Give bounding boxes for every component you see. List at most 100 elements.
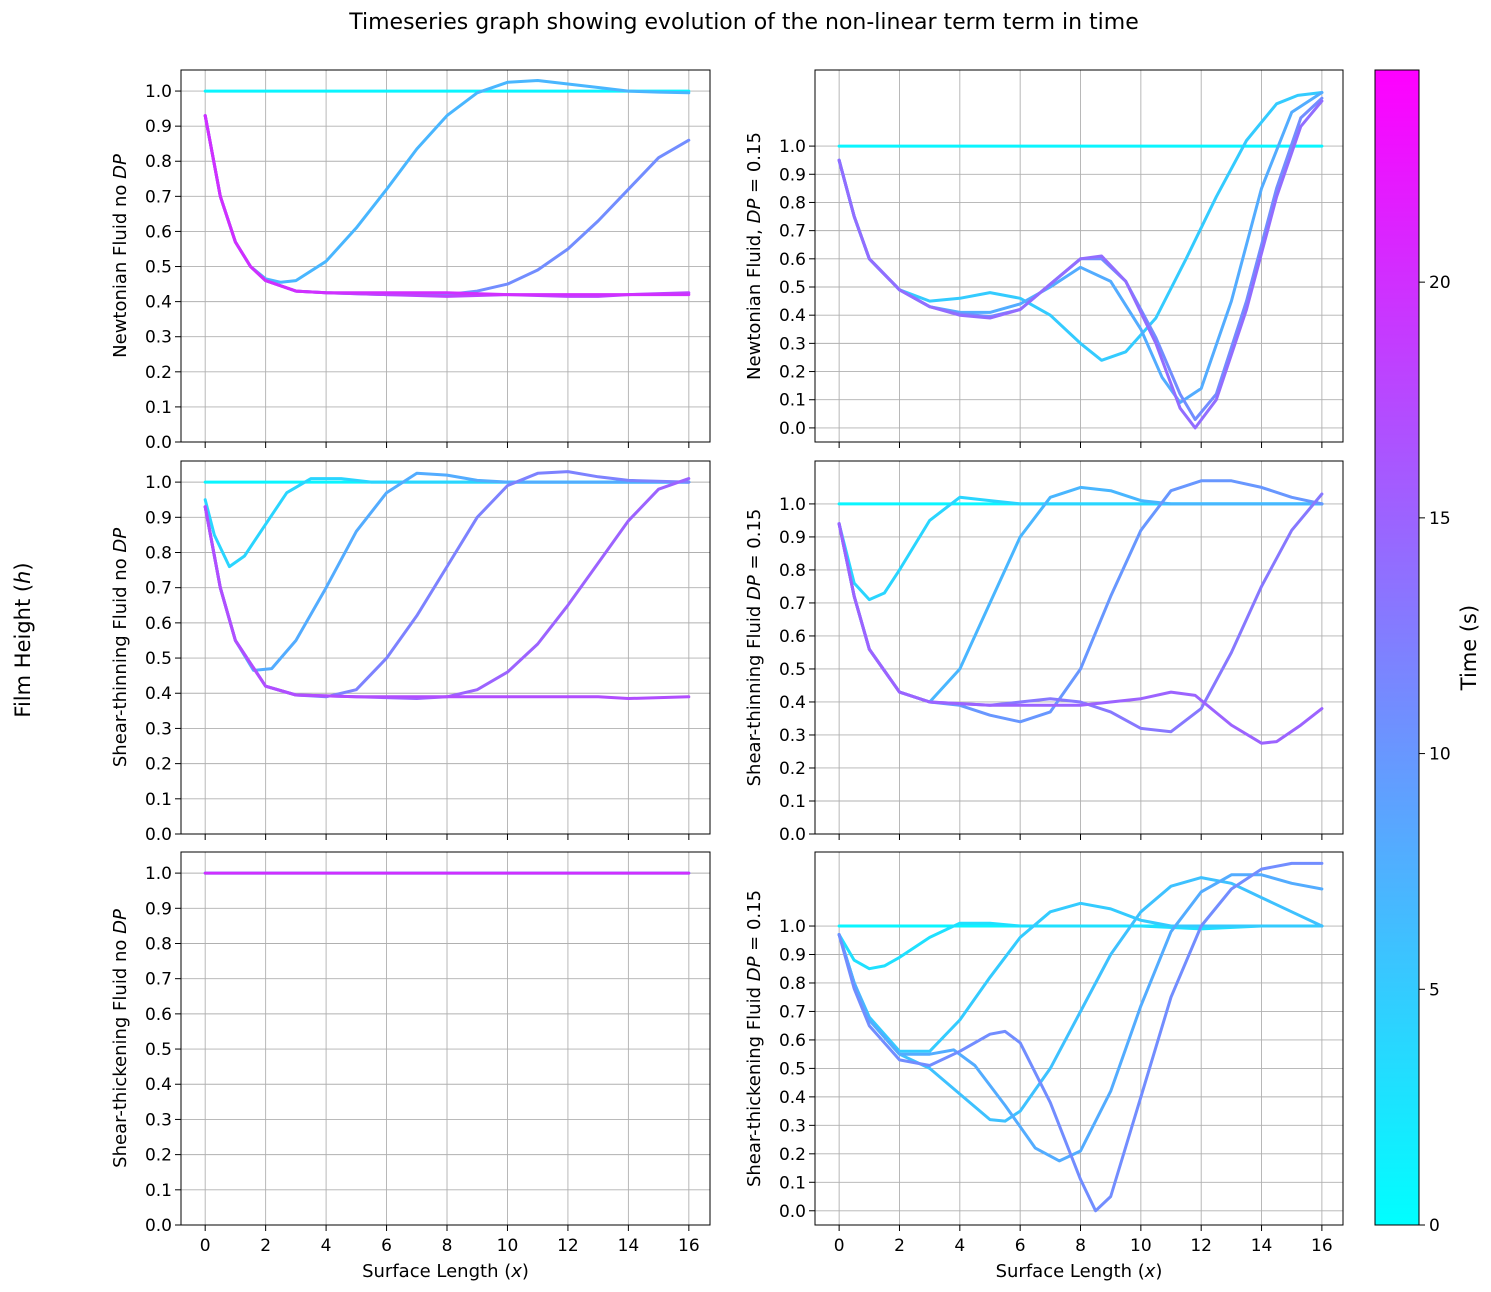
- y-tick-label: 0.6: [145, 222, 172, 242]
- y-tick-label: 0.8: [145, 152, 172, 172]
- x-tick-label: 14: [1251, 1236, 1273, 1256]
- y-tick-label: 0.3: [145, 328, 172, 348]
- subplots: 0.0 0.1 0.2 0.3 0.4 0.5 0.6 0.7 0.8 0.9 1.0 Newtoni…: [110, 69, 1344, 1282]
- subplot-2: 0.0 0.1 0.2 0.3 0.4 0.5 0.6 0.7 0.8 0.9 1.0 Newtoni…: [744, 69, 1344, 448]
- series-line-t20: [203, 114, 691, 297]
- x-tick-label: 10: [497, 1236, 519, 1256]
- y-tick-label: 1.0: [779, 917, 806, 937]
- figure-title: Timeseries graph showing evolution of th…: [348, 10, 1139, 35]
- y-tick-label: 0.0: [779, 1202, 806, 1222]
- x-tick-label: 14: [618, 1236, 640, 1256]
- y-tick-label: 0.0: [779, 419, 806, 439]
- y-tick-label: 0.5: [145, 258, 172, 278]
- y-tick-label: 0.7: [145, 579, 172, 599]
- y-axis-label: Shear-thickening Fluid DP = 0.15: [744, 890, 765, 1187]
- series-line-t8: [837, 873, 1324, 1163]
- colorbar-label: Time (s): [1457, 605, 1481, 691]
- subplot-6: 0.0 0.1 0.2 0.3 0.4 0.5 0.6 0.7 0.8 0.9 1.0 0 2 4 6 8 10…: [744, 851, 1344, 1282]
- y-tick-label: 0.5: [145, 1040, 172, 1060]
- x-tick-label: 0: [834, 1236, 845, 1256]
- y-tick-label: 0.3: [779, 726, 806, 746]
- series-line-t14: [837, 99, 1324, 430]
- subplot-4: 0.0 0.1 0.2 0.3 0.4 0.5 0.6 0.7 0.8 0.9 1.0 Shear-t…: [744, 460, 1344, 845]
- y-tick-label: 0.4: [145, 684, 172, 704]
- series-line-t11: [837, 861, 1324, 1213]
- y-tick-label: 0.2: [779, 1145, 806, 1165]
- x-tick-label: 4: [954, 1236, 965, 1256]
- y-tick-label: 0.6: [145, 1005, 172, 1025]
- plot-frame: [814, 460, 1344, 835]
- x-tick-label: 6: [381, 1236, 392, 1256]
- colorbar-tick-label: 10: [1429, 745, 1451, 765]
- x-tick-label: 2: [260, 1236, 271, 1256]
- plot-frame: [814, 851, 1344, 1226]
- y-tick-label: 0.6: [145, 614, 172, 634]
- y-tick-label: 0.3: [779, 334, 806, 354]
- plot-frame: [814, 69, 1344, 443]
- y-tick-label: 0.9: [145, 508, 172, 528]
- y-tick-label: 0.1: [779, 792, 806, 812]
- y-tick-label: 0.1: [145, 1181, 172, 1201]
- x-axis-label: Surface Length (x): [362, 1261, 529, 1282]
- y-tick-label: 0.2: [145, 755, 172, 775]
- y-axis-label: Newtonian Fluid, DP = 0.15: [744, 132, 765, 380]
- y-tick-label: 0.6: [779, 627, 806, 647]
- y-tick-label: 0.7: [145, 187, 172, 207]
- series-line-t17: [203, 505, 691, 700]
- y-tick-label: 0.5: [779, 660, 806, 680]
- y-tick-label: 0.2: [779, 759, 806, 779]
- y-tick-label: 0.8: [145, 543, 172, 563]
- colorbar-tick-label: 0: [1429, 1216, 1440, 1236]
- y-axis-label: Shear-thinning Fluid no DP: [110, 528, 131, 767]
- x-tick-label: 8: [442, 1236, 453, 1256]
- y-tick-label: 1.0: [145, 473, 172, 493]
- y-tick-label: 0.5: [779, 1059, 806, 1079]
- y-tick-label: 0.4: [779, 693, 806, 713]
- y-tick-label: 0.0: [779, 825, 806, 845]
- y-tick-label: 0.8: [779, 974, 806, 994]
- colorbar-gradient: [1375, 70, 1419, 1225]
- x-tick-label: 16: [1311, 1236, 1333, 1256]
- colorbar: 0 5 10 15 20 Time (s): [1374, 69, 1481, 1236]
- colorbar-tick-label: 20: [1429, 273, 1451, 293]
- x-tick-label: 6: [1015, 1236, 1026, 1256]
- x-tick-label: 12: [557, 1236, 579, 1256]
- y-tick-label: 0.2: [779, 363, 806, 383]
- plot-frame: [180, 460, 711, 835]
- y-tick-label: 1.0: [779, 137, 806, 157]
- x-tick-label: 0: [200, 1236, 211, 1256]
- series-line-t5: [837, 901, 1324, 1053]
- y-axis-label: Newtonian Fluid no DP: [110, 154, 131, 358]
- y-tick-label: 0.3: [145, 1110, 172, 1130]
- y-tick-label: 0.0: [145, 433, 172, 453]
- y-tick-label: 0.2: [145, 1146, 172, 1166]
- y-tick-label: 0.9: [779, 946, 806, 966]
- y-tick-label: 0.9: [145, 117, 172, 137]
- y-tick-label: 0.4: [779, 1088, 806, 1108]
- y-tick-label: 0.7: [779, 222, 806, 242]
- y-tick-label: 0.0: [145, 1216, 172, 1236]
- y-tick-label: 0.7: [779, 594, 806, 614]
- y-tick-label: 1.0: [779, 495, 806, 515]
- y-tick-label: 0.7: [779, 1002, 806, 1022]
- colorbar-tick-label: 15: [1429, 509, 1451, 529]
- y-tick-label: 0.9: [779, 528, 806, 548]
- y-tick-label: 0.5: [779, 278, 806, 298]
- y-tick-label: 0.6: [779, 250, 806, 270]
- series-line-t3: [837, 921, 1324, 971]
- y-tick-label: 0.3: [779, 1116, 806, 1136]
- figure-y-label: Film Height (h): [11, 562, 35, 717]
- y-tick-label: 1.0: [145, 82, 172, 102]
- y-tick-label: 0.4: [145, 293, 172, 313]
- subplot-5: 0.0 0.1 0.2 0.3 0.4 0.5 0.6 0.7 0.8 0.9 1.0 0 2 4 6 8 10…: [110, 851, 711, 1282]
- y-tick-label: 1.0: [145, 864, 172, 884]
- y-tick-label: 0.5: [145, 649, 172, 669]
- series-line-t4: [837, 495, 1324, 602]
- y-tick-label: 0.8: [779, 561, 806, 581]
- y-tick-label: 0.9: [145, 899, 172, 919]
- y-tick-label: 0.2: [145, 363, 172, 383]
- y-axis-label: Shear-thinning Fluid DP = 0.15: [744, 509, 765, 787]
- y-tick-label: 0.3: [145, 719, 172, 739]
- x-tick-label: 2: [894, 1236, 905, 1256]
